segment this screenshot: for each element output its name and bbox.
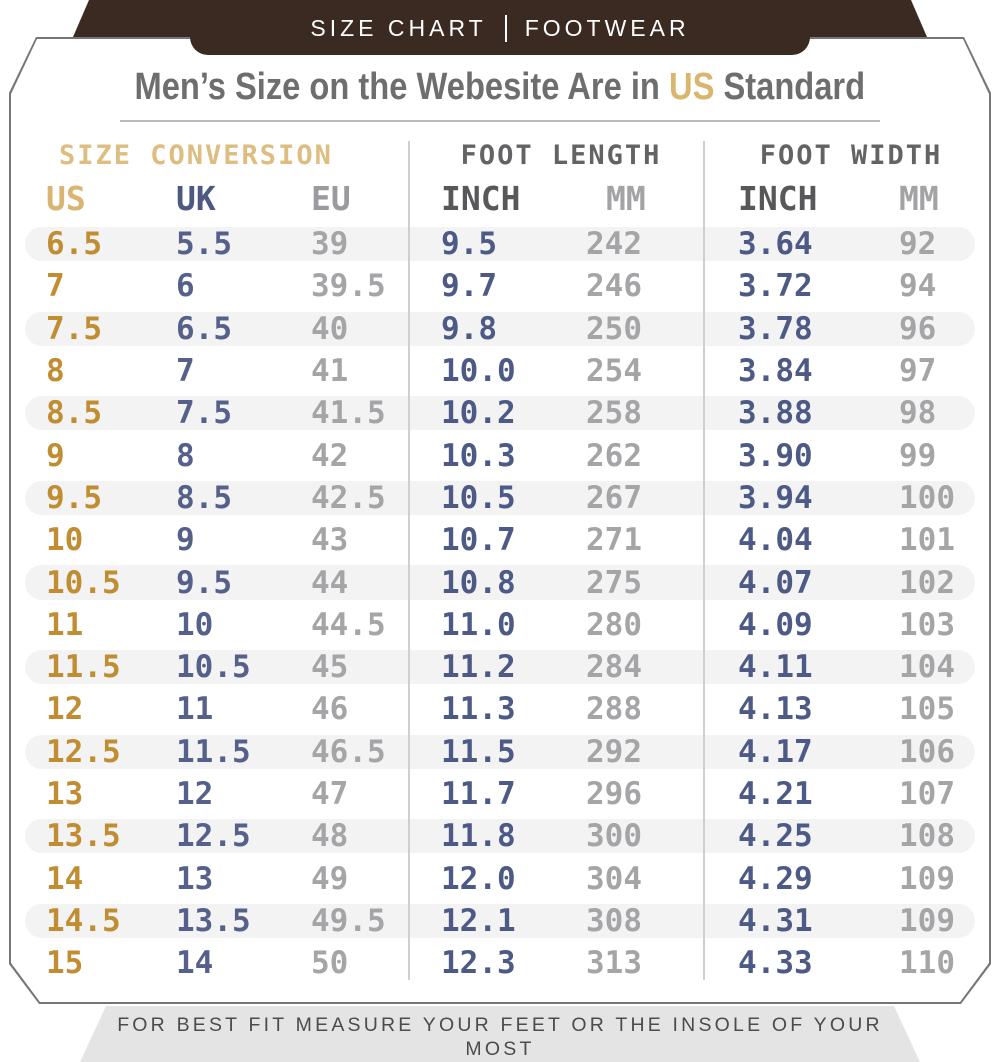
card: Men’s Size on the Webesite Are in US Sta… bbox=[11, 39, 989, 1002]
banner-left-text: SIZE CHART bbox=[310, 15, 487, 41]
table-row: 7 6 39.5 9.7 246 3.72 94 bbox=[46, 268, 937, 305]
group-foot-width: FOOT WIDTH bbox=[759, 140, 943, 171]
table-row: 11 10 44.5 11.0 280 4.09 103 bbox=[46, 606, 955, 643]
table-row: 11.5 10.5 45 11.2 284 4.11 104 bbox=[11, 646, 989, 688]
footer-note: FOR BEST FIT MEASURE YOUR FEET OR THE IN… bbox=[80, 1006, 920, 1062]
col-header-width-mm: MM bbox=[899, 178, 939, 218]
column-divider-left bbox=[408, 141, 410, 980]
title-suffix: Standard bbox=[714, 66, 866, 108]
table-row: 13.5 12.5 48 11.8 300 4.25 108 bbox=[11, 815, 989, 857]
table-row: 13 12 47 11.7 296 4.21 107 bbox=[46, 776, 955, 812]
card-frame: Men’s Size on the Webesite Are in US Sta… bbox=[9, 37, 991, 1004]
table-row: 10 9 43 10.7 271 4.04 101 bbox=[46, 522, 955, 559]
table-row: 9 8 42 10.3 262 3.90 99 bbox=[46, 437, 937, 474]
table-row: 7.5 6.5 40 9.8 250 3.78 96 bbox=[11, 308, 989, 350]
table-row: 9.5 8.5 42.5 10.5 267 3.94 100 bbox=[11, 477, 989, 519]
table-row: 6.5 5.5 39 9.5 242 3.64 92 bbox=[11, 223, 989, 265]
group-size-conversion: SIZE CONVERSION bbox=[59, 140, 333, 171]
table-row: 8.5 7.5 41.5 10.2 258 3.88 98 bbox=[11, 392, 989, 434]
page-title: Men’s Size on the Webesite Are in US Sta… bbox=[11, 66, 989, 108]
table-row: 12.5 11.5 46.5 11.5 292 4.17 106 bbox=[11, 731, 989, 773]
banner-right-text: FOOTWEAR bbox=[524, 15, 690, 41]
group-foot-length: FOOT LENGTH bbox=[460, 140, 662, 171]
col-header-width-inch: INCH bbox=[738, 178, 818, 218]
table-body: 6.5 5.5 39 9.5 242 3.64 92 7 6 39.5 9.7 … bbox=[11, 223, 989, 984]
table-row: 15 14 50 12.3 313 4.33 110 bbox=[46, 945, 955, 982]
banner-separator bbox=[504, 15, 507, 42]
col-header-length-inch: INCH bbox=[441, 178, 521, 218]
col-header-us: US bbox=[46, 178, 86, 218]
title-prefix: Men’s Size on the Webesite Are in bbox=[134, 66, 670, 108]
table-row: 8 7 41 10.0 254 3.84 97 bbox=[46, 353, 937, 390]
table-column-header: US UK EU INCH MM INCH MM bbox=[11, 173, 989, 223]
col-header-length-mm: MM bbox=[606, 178, 646, 218]
footer-line-1: FOR BEST FIT MEASURE YOUR FEET OR THE IN… bbox=[117, 1014, 883, 1060]
col-header-eu: EU bbox=[311, 178, 351, 218]
title-highlight-us: US bbox=[669, 66, 715, 108]
column-divider-right bbox=[703, 141, 705, 980]
table-row: 12 11 46 11.3 288 4.13 105 bbox=[46, 691, 955, 728]
table-row: 14 13 49 12.0 304 4.29 109 bbox=[46, 860, 955, 897]
table-row: 14.5 13.5 49.5 12.1 308 4.31 109 bbox=[11, 900, 989, 942]
table-row: 10.5 9.5 44 10.8 275 4.07 102 bbox=[11, 561, 989, 603]
title-underline bbox=[120, 120, 880, 122]
header-banner: SIZE CHART FOOTWEAR bbox=[190, 0, 810, 55]
size-table: SIZE CONVERSION FOOT LENGTH FOOT WIDTH U… bbox=[11, 139, 989, 984]
col-header-uk: UK bbox=[176, 178, 216, 218]
table-group-header: SIZE CONVERSION FOOT LENGTH FOOT WIDTH bbox=[11, 139, 989, 173]
